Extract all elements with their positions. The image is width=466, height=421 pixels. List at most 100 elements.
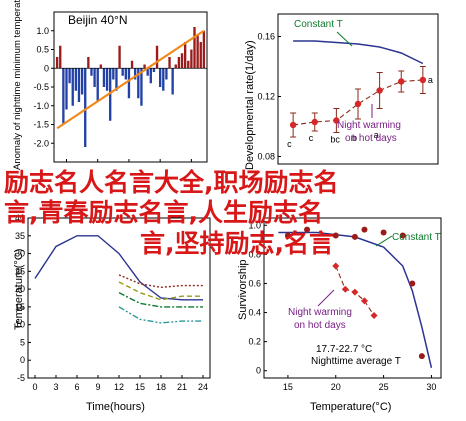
panel3-xtick-label: 18 bbox=[156, 382, 166, 392]
panel2-sig-letter: bc bbox=[330, 135, 340, 145]
panel1-bar bbox=[71, 68, 74, 106]
panel2-night-series: c c bc b a a bbox=[287, 66, 433, 149]
panel2-night-label-1: Night warming bbox=[337, 120, 401, 131]
panel1-bar bbox=[196, 34, 199, 69]
panel1-bar bbox=[137, 68, 140, 99]
panel4-constant-arrow bbox=[375, 235, 393, 247]
panel1-bar bbox=[149, 68, 152, 84]
panel1-bar bbox=[190, 49, 193, 69]
panel3-ytick-label: 10 bbox=[15, 320, 25, 330]
panel3-ytick-label: 0 bbox=[20, 355, 25, 365]
panel4-plot-frame bbox=[263, 217, 442, 379]
panel1-bar bbox=[99, 64, 103, 69]
panel3-ytick-label: 40 bbox=[15, 213, 25, 223]
panel2-point bbox=[419, 76, 427, 84]
panel3-lines bbox=[34, 235, 203, 324]
panel1-ytick-label: 0.5 bbox=[36, 45, 49, 55]
panel1-bar bbox=[112, 68, 115, 80]
panel4-constant-point bbox=[304, 226, 311, 233]
panel4-constant-point bbox=[332, 232, 339, 239]
panel1-title: Beijin 40°N bbox=[68, 13, 128, 27]
panel4-night-label-1: Night warming bbox=[288, 307, 352, 318]
panel2-night-label-2: on hot days bbox=[345, 133, 397, 144]
panel1-bars bbox=[54, 27, 207, 147]
panel1-bar bbox=[162, 68, 165, 91]
panel3-xtick-label: 3 bbox=[53, 382, 58, 392]
panel2-constant-curve bbox=[293, 40, 424, 65]
panel-developmental-rate: 0.16 0.12 0.08 c c bc b a a Developmental rate(… bbox=[244, 13, 439, 170]
panel2-constant-arrow bbox=[336, 31, 353, 47]
panel2-sig-letter: a bbox=[374, 130, 379, 140]
panel1-bar bbox=[140, 68, 143, 106]
panel3-ytick-label: 5 bbox=[20, 337, 25, 347]
panel3-line-dash-dot-dot bbox=[118, 306, 203, 324]
panel1-bar bbox=[121, 68, 124, 76]
panel1-bar bbox=[87, 57, 90, 69]
panel4-average-label: Nighttime average T bbox=[311, 356, 401, 367]
panel1-bar bbox=[171, 68, 174, 95]
panel1-bar bbox=[199, 42, 202, 69]
panel3-ytick-label: 20 bbox=[15, 284, 25, 294]
panel2-constant-label: Constant T bbox=[294, 19, 343, 30]
panel-temperature-time: 40 35 30 25 20 15 10 5 0 -5 0 3 6 9 12 15 18 21 24 Temper… bbox=[13, 213, 211, 413]
panel1-bar bbox=[62, 68, 65, 125]
panel2-y-ticks: 0.16 0.12 0.08 bbox=[257, 32, 281, 162]
panel3-xtick-label: 9 bbox=[95, 382, 100, 392]
panel1-bar bbox=[124, 68, 127, 80]
panel4-constant-point bbox=[284, 232, 291, 239]
panel1-bar bbox=[155, 45, 159, 69]
panel4-xlabel: Temperature(°C) bbox=[310, 401, 391, 413]
panel3-xlabel: Time(hours) bbox=[86, 401, 145, 413]
panel1-bar bbox=[80, 68, 84, 95]
panel4-night-label-2: on hot days bbox=[294, 320, 346, 331]
panel4-constant-label: Constant T bbox=[392, 232, 441, 243]
panel2-point bbox=[333, 117, 340, 124]
panel1-ylabel: Anomaly of nighttime minimum temperature… bbox=[12, 0, 23, 170]
panel2-ytick-label: 0.16 bbox=[257, 32, 275, 42]
panel3-xtick-label: 21 bbox=[177, 382, 187, 392]
panel1-bar bbox=[96, 68, 99, 102]
panel1-bar bbox=[152, 68, 156, 72]
overlay-headline-line2: 言,青春励志名言,人生励志名 bbox=[4, 198, 323, 227]
panel3-line-dotted bbox=[118, 274, 203, 289]
panel4-range-label: 17.7-22.7 °C bbox=[316, 344, 372, 355]
panel1-bar bbox=[168, 57, 171, 69]
panel4-ytick-label: 1.0 bbox=[248, 220, 261, 230]
panel1-ytick-label: -1.0 bbox=[33, 101, 49, 111]
panel1-bar bbox=[77, 68, 81, 102]
panel4-y-ticks: 1.0 0.8 0.6 0.4 0.2 0 bbox=[248, 220, 267, 376]
panel1-bar bbox=[146, 68, 149, 76]
panel2-point bbox=[354, 100, 362, 108]
panel1-bar bbox=[105, 68, 109, 91]
panel3-line-dash-dot bbox=[118, 292, 203, 308]
panel1-bar bbox=[55, 57, 59, 69]
panel3-x-ticks: 0 3 6 9 12 15 18 21 24 bbox=[32, 375, 208, 392]
panel1-bar bbox=[65, 68, 68, 110]
panel2-point bbox=[398, 78, 405, 85]
panel4-ytick-label: 0.2 bbox=[248, 337, 261, 347]
panel1-bar bbox=[143, 64, 146, 69]
panel1-ytick-label: -2.0 bbox=[33, 138, 49, 148]
panel4-xtick-label: 25 bbox=[379, 382, 389, 392]
overlay-headline-line3: 言,坚持励志,名言 bbox=[140, 229, 334, 258]
panel1-ytick-label: 0 bbox=[44, 63, 49, 73]
panel1-ytick-label: -1.5 bbox=[33, 120, 49, 130]
panel-survivorship: 1.0 0.8 0.6 0.4 0.2 0 15 20 25 30 Survivorship T… bbox=[237, 217, 442, 413]
panel4-xtick-label: 30 bbox=[426, 382, 436, 392]
panel1-bar bbox=[187, 60, 190, 69]
panel3-xtick-label: 6 bbox=[74, 382, 79, 392]
panel4-night-point bbox=[351, 288, 359, 296]
panel3-y-ticks: 40 35 30 25 20 15 10 5 0 -5 bbox=[15, 213, 31, 383]
overlay-headline-line1: 励志名人名言大全,职场励志名 bbox=[4, 168, 339, 197]
panel1-bar bbox=[165, 68, 168, 80]
panel2-point bbox=[376, 87, 383, 94]
panel4-constant-curve bbox=[278, 231, 433, 368]
panel1-bar bbox=[118, 45, 121, 69]
panel1-bar bbox=[158, 68, 162, 87]
panel1-bar bbox=[109, 68, 112, 121]
panel1-bar bbox=[59, 45, 62, 69]
panel4-x-ticks: 15 20 25 30 bbox=[283, 375, 436, 392]
panel4-ytick-label: 0.6 bbox=[248, 278, 261, 288]
panel4-night-point bbox=[341, 285, 349, 293]
panel1-trend-line bbox=[56, 29, 205, 130]
